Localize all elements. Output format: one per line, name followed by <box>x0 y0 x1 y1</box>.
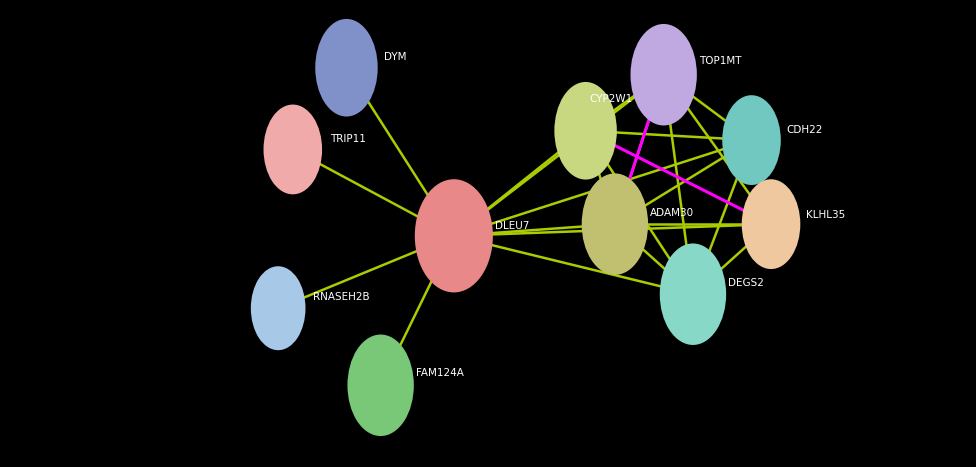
Ellipse shape <box>630 24 697 126</box>
Text: CYP2W1: CYP2W1 <box>590 94 632 104</box>
Ellipse shape <box>315 19 378 116</box>
Ellipse shape <box>660 243 726 345</box>
Ellipse shape <box>554 82 617 179</box>
Text: RNASEH2B: RNASEH2B <box>313 292 370 302</box>
Ellipse shape <box>742 179 800 269</box>
Text: DEGS2: DEGS2 <box>728 278 764 288</box>
Ellipse shape <box>415 179 493 292</box>
Ellipse shape <box>347 334 414 436</box>
Text: ADAM30: ADAM30 <box>650 208 694 218</box>
Text: FAM124A: FAM124A <box>416 368 464 378</box>
Ellipse shape <box>251 266 305 350</box>
Ellipse shape <box>264 105 322 194</box>
Text: CDH22: CDH22 <box>787 126 823 135</box>
Text: KLHL35: KLHL35 <box>806 211 845 220</box>
Text: DLEU7: DLEU7 <box>495 221 529 231</box>
Ellipse shape <box>582 173 648 275</box>
Text: DYM: DYM <box>384 52 406 62</box>
Text: TRIP11: TRIP11 <box>330 134 366 144</box>
Text: TOP1MT: TOP1MT <box>699 57 742 66</box>
Ellipse shape <box>722 95 781 185</box>
